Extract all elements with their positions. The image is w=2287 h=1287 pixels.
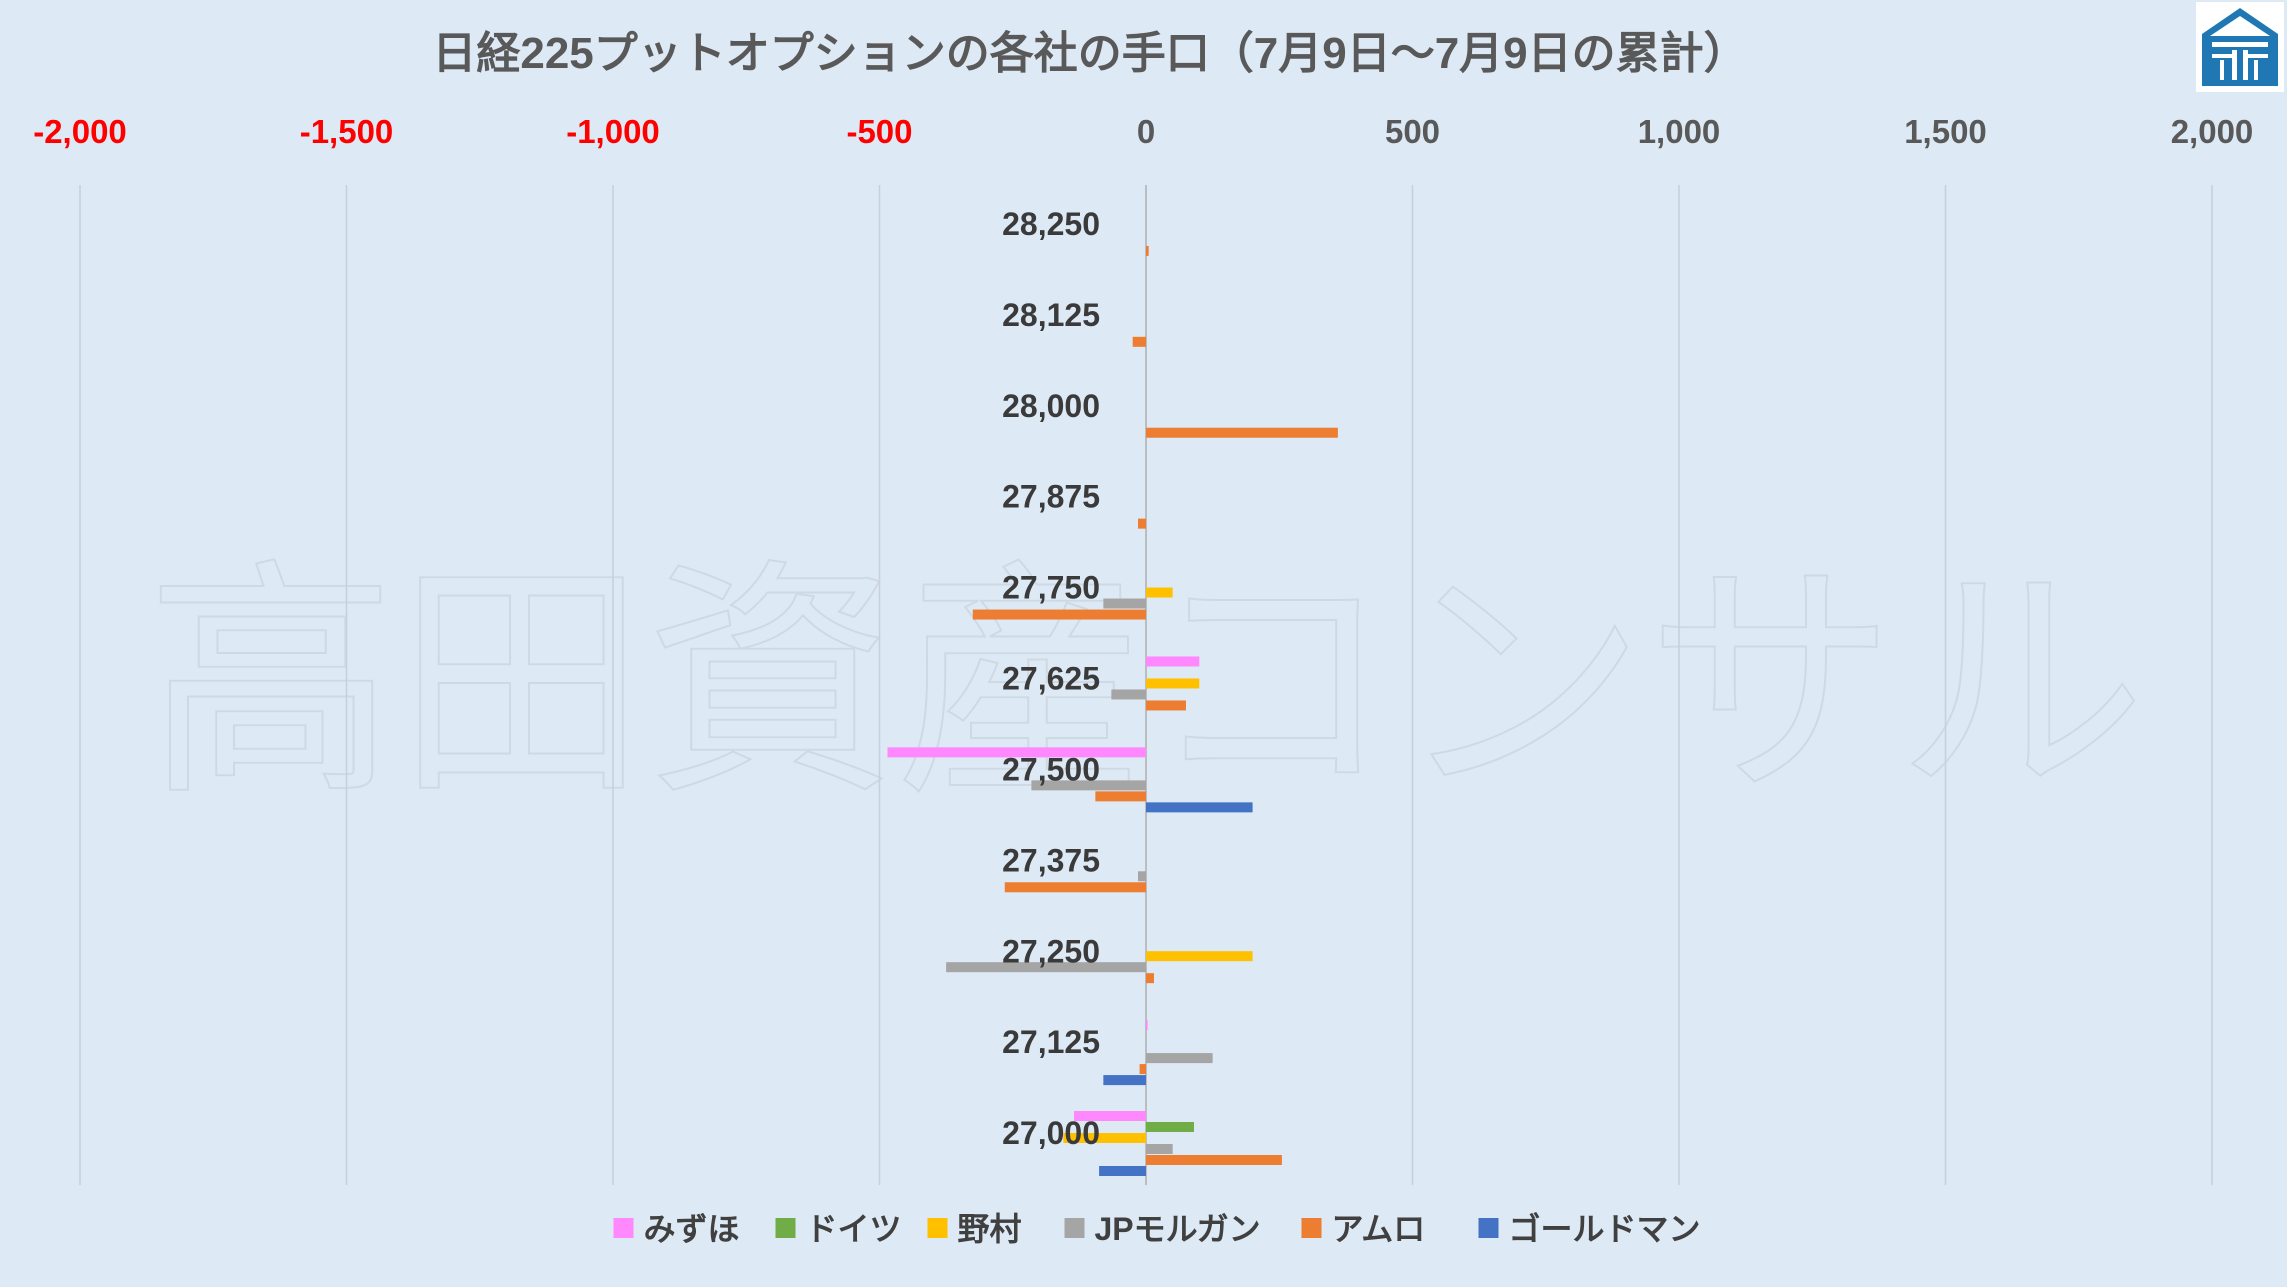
- bar-5-27000: [1146, 1155, 1282, 1165]
- x-tick-label: 500: [1385, 113, 1440, 150]
- x-tick-label: -500: [846, 113, 912, 150]
- x-tick-label: 2,000: [2171, 113, 2254, 150]
- legend-swatch: [1301, 1218, 1322, 1238]
- category-label: 27,000: [1002, 1115, 1100, 1151]
- bar-6-27000: [1099, 1166, 1146, 1176]
- bar-5-28000: [1146, 427, 1338, 438]
- x-tick-label: 0: [1137, 113, 1155, 150]
- gridlines: [79, 185, 2213, 1185]
- category-label: 28,125: [1002, 297, 1100, 333]
- bar-4-27750: [1103, 598, 1146, 609]
- bar-5-27125: [1139, 1064, 1146, 1075]
- category-label: 27,500: [1002, 751, 1100, 787]
- bar-1-27125: [1146, 1020, 1148, 1031]
- legend-label: アムロ: [1332, 1211, 1426, 1247]
- chart-title: 日経225プットオプションの各社の手口（7月9日～7月9日の累計）: [432, 29, 1747, 78]
- legend-swatch: [1064, 1218, 1085, 1238]
- x-tick-label: -1,500: [300, 113, 394, 150]
- legend-label: 野村: [958, 1211, 1022, 1247]
- bar-5-27750: [972, 609, 1146, 620]
- x-tick-label: -1,000: [566, 113, 660, 150]
- bar-3-27625: [1146, 678, 1200, 689]
- bar-5-28250: [1146, 245, 1149, 256]
- legend-label: みずほ: [644, 1211, 740, 1247]
- bar-3-27750: [1146, 587, 1173, 598]
- bar-5-27250: [1146, 973, 1154, 984]
- bar-5-27375: [1004, 882, 1146, 893]
- category-label: 28,000: [1002, 388, 1100, 424]
- bar-4-27000: [1146, 1144, 1173, 1154]
- category-label: 27,750: [1002, 570, 1100, 606]
- category-label: 27,250: [1002, 933, 1100, 969]
- legend-swatch: [613, 1218, 634, 1238]
- x-tick-label: 1,500: [1904, 113, 1987, 150]
- category-label: 27,125: [1002, 1024, 1100, 1060]
- bar-1-27625: [1146, 656, 1200, 667]
- x-tick-label: -2,000: [33, 113, 127, 150]
- bar-4-27500: [1031, 780, 1146, 791]
- bar-4-27375: [1138, 871, 1146, 882]
- bar-6-27125: [1103, 1075, 1146, 1086]
- legend: みずほ ドイツ 野村 JPモルガン アムロ ゴールドマン: [613, 1211, 1701, 1247]
- bar-4-27250: [946, 962, 1146, 973]
- category-labels: 28,250 28,125 28,000 27,875 27,750 27,625 27,5…: [1002, 206, 1100, 1151]
- bar-1-27500: [887, 747, 1146, 758]
- legend-label: JPモルガン: [1095, 1211, 1261, 1247]
- legend-swatch: [1478, 1218, 1499, 1238]
- bar-5-28125: [1132, 336, 1146, 347]
- bar-5-27875: [1138, 518, 1146, 529]
- legend-label: ドイツ: [806, 1211, 902, 1247]
- category-label: 27,375: [1002, 842, 1100, 878]
- bar-3-27250: [1146, 951, 1253, 962]
- legend-swatch: [927, 1218, 948, 1238]
- bar-4-27125: [1146, 1053, 1213, 1064]
- bar-5-27500: [1095, 791, 1146, 802]
- legend-label: ゴールドマン: [1509, 1211, 1701, 1247]
- x-axis-ticks: -2,000 -1,500 -1,000 -500 0 500 1,000 1,500 2,00…: [33, 113, 2253, 150]
- bar-2-27000: [1146, 1122, 1194, 1132]
- bar-3-27000: [1063, 1133, 1146, 1143]
- bar-1-27000: [1074, 1111, 1146, 1121]
- bars: [887, 245, 1338, 1176]
- bar-5-27625: [1146, 700, 1186, 711]
- category-label: 27,625: [1002, 661, 1100, 697]
- bar-6-27500: [1146, 802, 1253, 813]
- x-tick-label: 1,000: [1638, 113, 1721, 150]
- company-logo-icon: [2196, 2, 2284, 92]
- category-label: 27,875: [1002, 479, 1100, 515]
- category-label: 28,250: [1002, 206, 1100, 242]
- legend-swatch: [775, 1218, 796, 1238]
- bar-4-27625: [1111, 689, 1146, 700]
